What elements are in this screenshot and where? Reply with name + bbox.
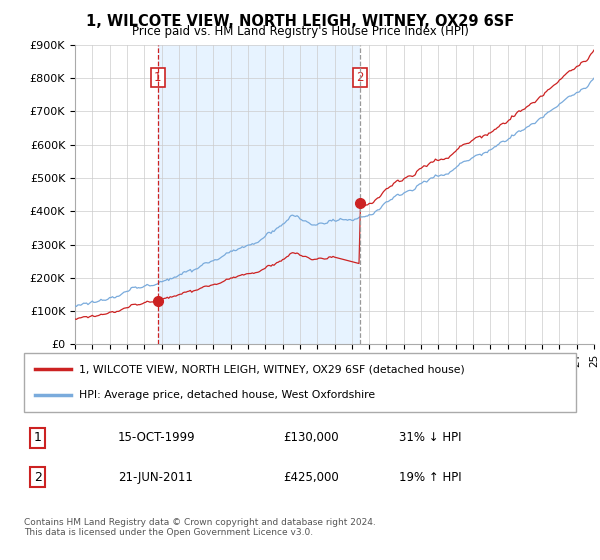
Text: 2: 2 [356, 71, 364, 84]
Text: £130,000: £130,000 [283, 431, 339, 444]
Text: 2: 2 [34, 471, 42, 484]
Text: 1, WILCOTE VIEW, NORTH LEIGH, WITNEY, OX29 6SF: 1, WILCOTE VIEW, NORTH LEIGH, WITNEY, OX… [86, 14, 514, 29]
Text: 21-JUN-2011: 21-JUN-2011 [118, 471, 193, 484]
Text: 15-OCT-1999: 15-OCT-1999 [118, 431, 196, 444]
FancyBboxPatch shape [24, 353, 576, 412]
Text: Price paid vs. HM Land Registry's House Price Index (HPI): Price paid vs. HM Land Registry's House … [131, 25, 469, 38]
Text: HPI: Average price, detached house, West Oxfordshire: HPI: Average price, detached house, West… [79, 390, 376, 400]
Text: Contains HM Land Registry data © Crown copyright and database right 2024.
This d: Contains HM Land Registry data © Crown c… [24, 518, 376, 538]
Text: 1, WILCOTE VIEW, NORTH LEIGH, WITNEY, OX29 6SF (detached house): 1, WILCOTE VIEW, NORTH LEIGH, WITNEY, OX… [79, 364, 465, 374]
Text: 1: 1 [34, 431, 42, 444]
Text: 31% ↓ HPI: 31% ↓ HPI [400, 431, 462, 444]
Text: 1: 1 [154, 71, 161, 84]
Text: £425,000: £425,000 [283, 471, 339, 484]
Text: 19% ↑ HPI: 19% ↑ HPI [400, 471, 462, 484]
Bar [158, 45, 360, 344]
